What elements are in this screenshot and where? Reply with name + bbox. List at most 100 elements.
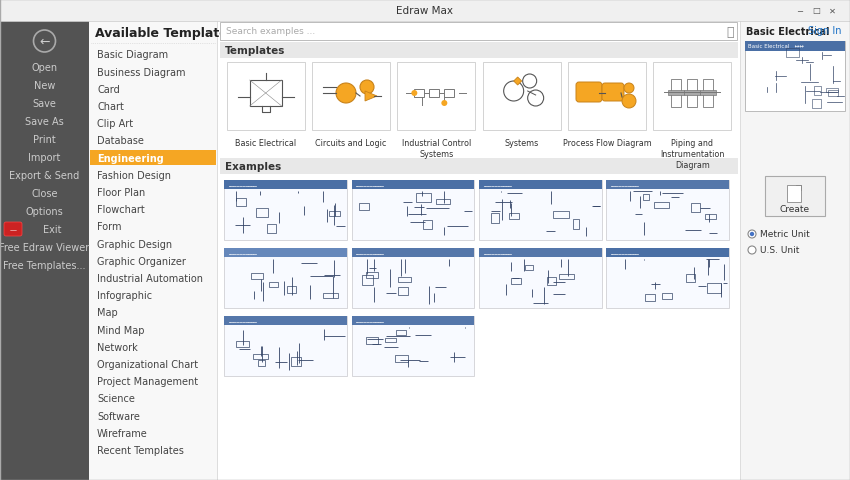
Circle shape	[748, 230, 756, 239]
Text: Industrial Automation: Industrial Automation	[97, 274, 203, 284]
Text: Business Diagram: Business Diagram	[97, 68, 185, 78]
Text: Science: Science	[97, 394, 135, 404]
Bar	[352, 249, 474, 257]
Text: Industrial Control
Systems: Industrial Control Systems	[402, 139, 471, 159]
Text: ──────────: ──────────	[228, 318, 257, 324]
Bar	[312, 63, 390, 131]
Bar	[508, 214, 518, 219]
Text: Mind Map: Mind Map	[97, 325, 144, 335]
Text: Examples: Examples	[225, 162, 281, 172]
Bar	[479, 249, 602, 257]
Text: Available Templates: Available Templates	[95, 27, 235, 40]
Circle shape	[411, 91, 417, 97]
Text: Piping and
Instrumentation
Diagram: Piping and Instrumentation Diagram	[660, 139, 724, 170]
Bar	[251, 273, 263, 280]
Bar	[828, 91, 838, 97]
Bar	[0, 22, 89, 480]
Text: Fashion Design: Fashion Design	[97, 170, 171, 180]
Text: Save As: Save As	[26, 117, 64, 127]
Bar	[607, 249, 729, 308]
Bar	[691, 204, 700, 213]
Bar	[224, 180, 347, 190]
Text: Open: Open	[31, 63, 58, 73]
Bar	[384, 338, 396, 343]
Bar	[269, 283, 278, 288]
Bar	[399, 287, 408, 295]
Text: New: New	[34, 81, 55, 91]
Bar	[813, 100, 821, 108]
Bar	[765, 177, 825, 216]
Circle shape	[750, 232, 754, 237]
Text: ──────────: ──────────	[610, 251, 639, 255]
Text: Basic Electrical: Basic Electrical	[235, 139, 297, 148]
Bar	[479, 180, 602, 240]
Text: Close: Close	[31, 189, 58, 199]
Text: Form: Form	[97, 222, 122, 232]
Text: Basic Electrical: Basic Electrical	[746, 27, 830, 37]
Bar	[360, 203, 369, 210]
Bar	[706, 283, 721, 293]
Bar	[352, 180, 474, 190]
Text: Save: Save	[32, 99, 56, 109]
Circle shape	[624, 84, 634, 94]
Text: Project Management: Project Management	[97, 376, 198, 386]
Bar	[700, 91, 717, 96]
Bar	[395, 330, 406, 335]
Bar	[224, 249, 347, 308]
Text: ←: ←	[39, 36, 50, 48]
Bar	[479, 180, 602, 190]
Text: Chart: Chart	[97, 102, 124, 112]
Bar	[227, 63, 304, 131]
Bar	[672, 80, 682, 108]
Text: Organizational Chart: Organizational Chart	[97, 360, 198, 369]
Bar	[218, 22, 740, 480]
Bar	[786, 49, 799, 58]
Bar	[423, 221, 432, 229]
Bar	[429, 90, 439, 98]
Text: Metric Unit: Metric Unit	[760, 230, 810, 239]
Text: Export & Send: Export & Send	[9, 171, 80, 180]
Text: —: —	[9, 227, 16, 232]
Text: Free Templates...: Free Templates...	[3, 261, 86, 270]
Bar	[524, 265, 533, 271]
Bar	[607, 180, 729, 240]
Bar	[662, 293, 672, 300]
Bar	[553, 212, 569, 218]
Text: Floor Plan: Floor Plan	[97, 188, 145, 198]
Bar	[329, 212, 340, 216]
Bar	[366, 337, 378, 344]
Bar	[352, 249, 474, 308]
Text: ──────────: ──────────	[483, 182, 512, 188]
Text: Basic Diagram: Basic Diagram	[97, 50, 168, 60]
Circle shape	[360, 81, 374, 95]
Text: Create: Create	[780, 204, 810, 213]
FancyBboxPatch shape	[4, 223, 22, 237]
Bar	[645, 295, 654, 301]
Bar	[224, 180, 347, 240]
Bar	[352, 180, 474, 240]
Text: Systems: Systems	[505, 139, 539, 148]
Bar	[740, 22, 741, 480]
Text: Search examples ...: Search examples ...	[226, 27, 315, 36]
Bar	[0, 0, 850, 22]
Bar	[643, 194, 649, 201]
Bar	[491, 213, 499, 223]
Text: Print: Print	[33, 135, 56, 144]
Bar	[684, 91, 700, 96]
Text: Software: Software	[97, 411, 140, 421]
Bar	[416, 193, 431, 203]
Bar	[398, 277, 411, 282]
Text: Engineering: Engineering	[97, 154, 164, 163]
Bar	[267, 225, 276, 234]
Text: Wireframe: Wireframe	[97, 428, 148, 438]
Bar	[258, 360, 264, 367]
Bar	[745, 42, 845, 52]
Circle shape	[748, 247, 756, 254]
Bar	[558, 275, 574, 280]
Text: ──────────: ──────────	[355, 318, 384, 324]
Bar	[235, 199, 246, 207]
Bar	[224, 316, 347, 325]
Text: Basic Electrical   ↔↔: Basic Electrical ↔↔	[748, 45, 804, 49]
Bar	[217, 22, 218, 480]
Bar	[236, 341, 248, 347]
